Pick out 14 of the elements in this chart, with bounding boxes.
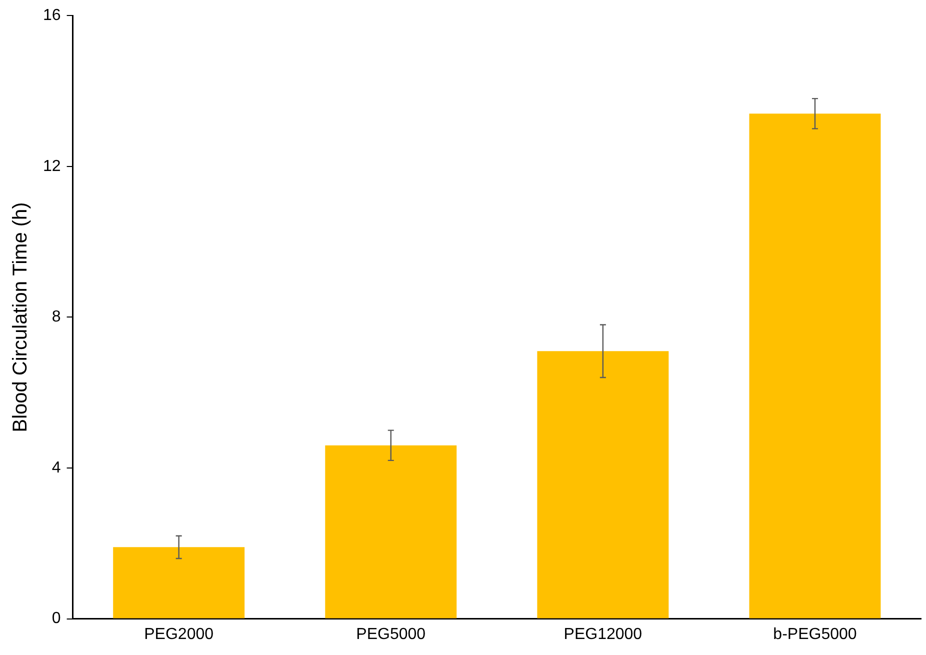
bar [537, 351, 669, 618]
x-tick-label: PEG2000 [144, 626, 214, 643]
x-tick-label: PEG5000 [356, 626, 426, 643]
y-axis-title: Blood Circulation Time (h) [10, 202, 32, 432]
bar [749, 114, 881, 618]
x-tick-label: b-PEG5000 [773, 626, 857, 643]
x-tick-label: PEG12000 [564, 626, 642, 643]
y-tick-label: 8 [52, 308, 61, 326]
y-tick-label: 12 [43, 158, 61, 175]
y-tick-label: 0 [52, 610, 61, 628]
bar [113, 547, 245, 618]
bar [325, 445, 457, 618]
y-tick-label: 16 [43, 7, 61, 24]
y-tick-label: 4 [52, 459, 61, 476]
